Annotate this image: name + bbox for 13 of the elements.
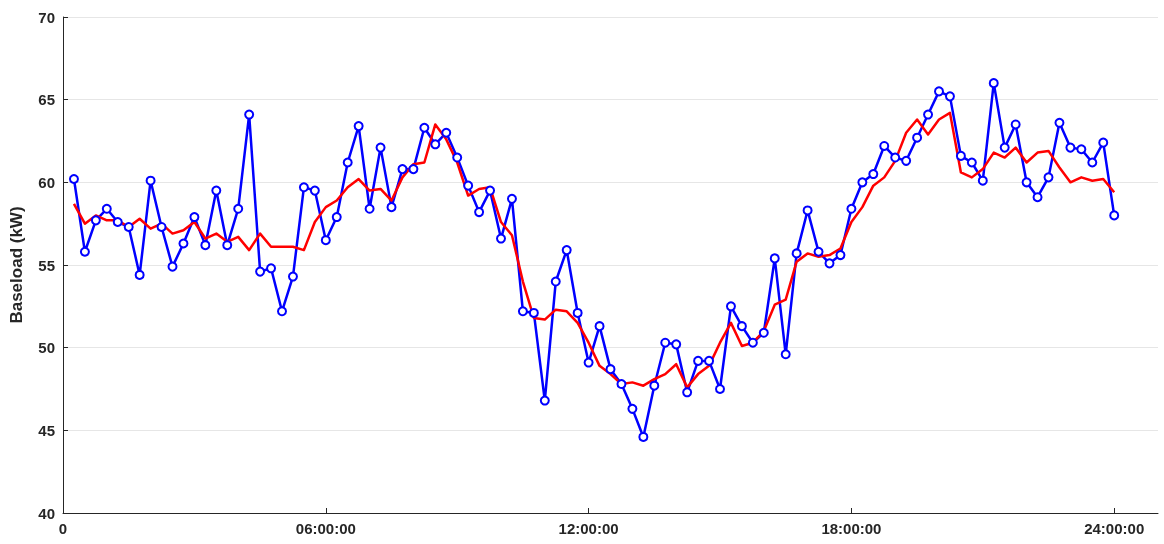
x-tick-label: 24:00:00 — [1084, 520, 1145, 537]
y-tick-label: 60 — [38, 173, 55, 191]
y-tick-label: 40 — [38, 504, 55, 522]
y-tick-label: 50 — [38, 339, 55, 357]
x-tick-label: 18:00:00 — [821, 520, 882, 537]
y-tick-label: 70 — [38, 8, 55, 26]
y-axis-title: Baseload (kW) — [7, 206, 26, 324]
x-tick-label: 12:00:00 — [558, 520, 619, 537]
y-tick-label: 55 — [38, 256, 55, 274]
y-tick-label: 45 — [38, 421, 55, 439]
x-tick-label: 06:00:00 — [295, 520, 356, 537]
x-tick-label: 0 — [58, 520, 68, 537]
y-tick-label: 65 — [38, 91, 55, 109]
